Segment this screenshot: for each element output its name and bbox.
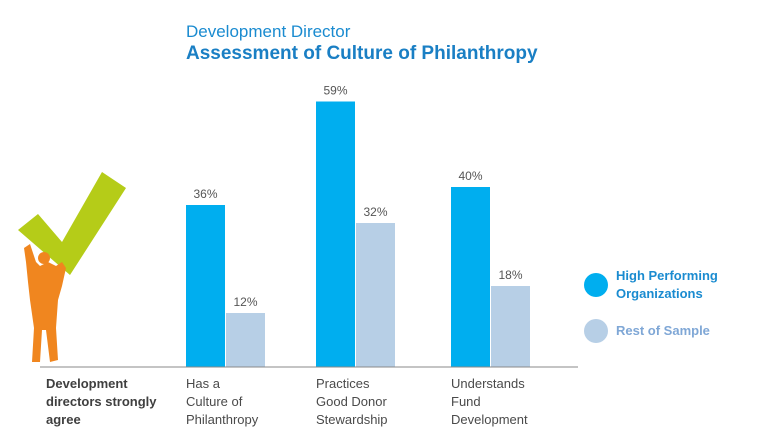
legend-swatch-high-performing [584, 273, 608, 297]
legend-item-rest-of-sample: Rest of Sample [584, 319, 710, 343]
checkmark-icon [18, 172, 126, 275]
bar-high-performing-1 [186, 205, 225, 367]
legend-label-rest-of-sample: Rest of Sample [616, 323, 710, 338]
chart-subtitle: Development Director [186, 22, 351, 41]
bar-rest-of-sample-3 [491, 286, 530, 367]
bar-rest-of-sample-2 [356, 223, 395, 367]
value-label-high-performing-2: 59% [323, 84, 347, 98]
category-label-1: Has a Culture of Philanthropy [186, 376, 259, 427]
bar-high-performing-3 [451, 187, 490, 367]
person-icon [24, 244, 66, 362]
legend-label-high-performing: High Performing Organizations [616, 268, 718, 301]
legend-item-high-performing: High Performing Organizations [584, 267, 718, 303]
value-label-high-performing-1: 36% [193, 187, 217, 201]
value-label-rest-of-sample-3: 18% [498, 268, 522, 282]
chart-title: Assessment of Culture of Philanthropy [186, 43, 538, 64]
value-label-rest-of-sample-2: 32% [363, 205, 387, 219]
category-label-3: Understands Fund Development [451, 376, 528, 427]
legend-swatch-rest-of-sample [584, 319, 608, 343]
row-label: Development directors strongly agree [46, 376, 157, 427]
category-label-2: Practices Good Donor Stewardship [316, 376, 388, 427]
value-label-high-performing-3: 40% [458, 169, 482, 183]
bar-rest-of-sample-1 [226, 313, 265, 367]
bar-high-performing-2 [316, 101, 355, 367]
value-label-rest-of-sample-1: 12% [233, 295, 257, 309]
